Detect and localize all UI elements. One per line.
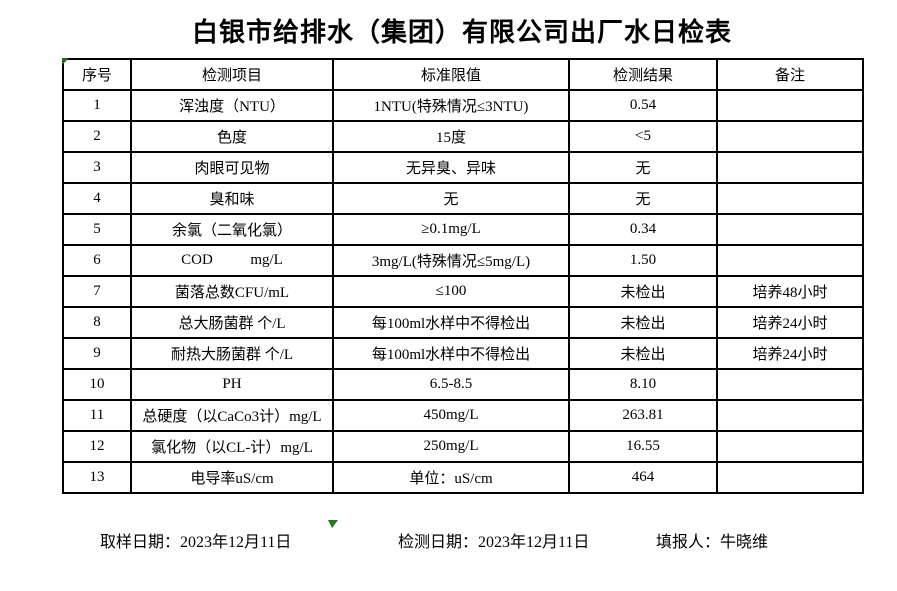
cell-limit: ≤100: [332, 275, 570, 308]
cell-remark: [716, 151, 864, 184]
reporter-label: 填报人：牛晓维: [656, 534, 769, 551]
cell-limit: 15度: [332, 120, 570, 153]
cell-limit: 每100ml水样中不得检出: [332, 337, 570, 370]
table-row: 1 浑浊度（NTU） 1NTU(特殊情况≤3NTU) 0.54: [62, 89, 864, 122]
cell-limit: 无: [332, 182, 570, 215]
table-row: 9 耐热大肠菌群 个/L 每100ml水样中不得检出 未检出 培养24小时: [62, 337, 864, 370]
cell-index: 7: [62, 275, 132, 308]
cell-remark: [716, 368, 864, 401]
cell-index: 2: [62, 120, 132, 153]
cell-limit: 250mg/L: [332, 430, 570, 463]
cell-remark: [716, 213, 864, 246]
cell-index: 10: [62, 368, 132, 401]
cell-remark: [716, 430, 864, 463]
cell-item: 耐热大肠菌群 个/L: [130, 337, 334, 370]
cell-index: 9: [62, 337, 132, 370]
cell-result: 8.10: [568, 368, 718, 401]
cell-item: COD mg/L: [130, 244, 334, 277]
cell-result: 无: [568, 182, 718, 215]
cell-limit: 6.5-8.5: [332, 368, 570, 401]
header-cell-limit: 标准限值: [332, 58, 570, 91]
cell-remark: [716, 244, 864, 277]
cell-remark: 培养48小时: [716, 275, 864, 308]
header-row: 序号 检测项目 标准限值 检测结果 备注: [62, 58, 864, 91]
cell-result: 464: [568, 461, 718, 494]
table-row: 5 余氯（二氧化氯） ≥0.1mg/L 0.34: [62, 213, 864, 246]
cell-index: 12: [62, 430, 132, 463]
table-row: 10 PH 6.5-8.5 8.10: [62, 368, 864, 401]
cell-index: 5: [62, 213, 132, 246]
cell-item: 臭和味: [130, 182, 334, 215]
cell-remark: [716, 182, 864, 215]
table-row: 6 COD mg/L 3mg/L(特殊情况≤5mg/L) 1.50: [62, 244, 864, 277]
cell-result: 263.81: [568, 399, 718, 432]
header-cell-remark: 备注: [716, 58, 864, 91]
report-table: 序号 检测项目 标准限值 检测结果 备注 1 浑浊度（NTU） 1NTU(特殊情…: [62, 58, 864, 494]
cell-limit: 无异臭、异味: [332, 151, 570, 184]
cell-item: 浑浊度（NTU）: [130, 89, 334, 122]
cell-item: 电导率uS/cm: [130, 461, 334, 494]
testing-date-label: 检测日期：2023年12月11日: [398, 534, 590, 551]
cell-item: 余氯（二氧化氯）: [130, 213, 334, 246]
cell-index: 8: [62, 306, 132, 339]
cell-remark: [716, 89, 864, 122]
cell-index: 4: [62, 182, 132, 215]
header-cell-index: 序号: [62, 58, 132, 91]
cell-limit: ≥0.1mg/L: [332, 213, 570, 246]
cell-limit: 单位：uS/cm: [332, 461, 570, 494]
cell-index: 3: [62, 151, 132, 184]
cell-item: PH: [130, 368, 334, 401]
cell-limit: 1NTU(特殊情况≤3NTU): [332, 89, 570, 122]
cell-result: 0.34: [568, 213, 718, 246]
sampling-date-label: 取样日期：2023年12月11日: [100, 534, 292, 551]
cell-result: 无: [568, 151, 718, 184]
cell-item: 色度: [130, 120, 334, 153]
cell-result: 0.54: [568, 89, 718, 122]
report-table-body: 1 浑浊度（NTU） 1NTU(特殊情况≤3NTU) 0.54 2 色度 15度…: [62, 89, 864, 494]
cell-limit: 450mg/L: [332, 399, 570, 432]
cell-remark: 培养24小时: [716, 306, 864, 339]
cell-index: 13: [62, 461, 132, 494]
cell-result: 未检出: [568, 337, 718, 370]
cell-index: 6: [62, 244, 132, 277]
cell-remark: [716, 461, 864, 494]
table-row: 4 臭和味 无 无: [62, 182, 864, 215]
cell-remark: [716, 120, 864, 153]
cell-result: <5: [568, 120, 718, 153]
header-cell-item: 检测项目: [130, 58, 334, 91]
cell-result: 16.55: [568, 430, 718, 463]
table-row: 3 肉眼可见物 无异臭、异味 无: [62, 151, 864, 184]
table-row: 7 菌落总数CFU/mL ≤100 未检出 培养48小时: [62, 275, 864, 308]
table-row: 13 电导率uS/cm 单位：uS/cm 464: [62, 461, 864, 494]
table-row: 8 总大肠菌群 个/L 每100ml水样中不得检出 未检出 培养24小时: [62, 306, 864, 339]
cell-limit: 每100ml水样中不得检出: [332, 306, 570, 339]
cell-item: 总硬度（以CaCo3计）mg/L: [130, 399, 334, 432]
excel-corner-triangle-icon: [62, 58, 69, 65]
table-row: 2 色度 15度 <5: [62, 120, 864, 153]
cell-item: 总大肠菌群 个/L: [130, 306, 334, 339]
cell-limit: 3mg/L(特殊情况≤5mg/L): [332, 244, 570, 277]
green-wedge-artifact-icon: [328, 520, 338, 528]
cell-remark: 培养24小时: [716, 337, 864, 370]
cell-result: 未检出: [568, 275, 718, 308]
cell-item: 肉眼可见物: [130, 151, 334, 184]
cell-index: 1: [62, 89, 132, 122]
header-cell-result: 检测结果: [568, 58, 718, 91]
table-row: 11 总硬度（以CaCo3计）mg/L 450mg/L 263.81: [62, 399, 864, 432]
cell-result: 未检出: [568, 306, 718, 339]
cell-remark: [716, 399, 864, 432]
cell-result: 1.50: [568, 244, 718, 277]
page-title: 白银市给排水（集团）有限公司出厂水日检表: [191, 18, 732, 47]
cell-index: 11: [62, 399, 132, 432]
cell-item: 菌落总数CFU/mL: [130, 275, 334, 308]
table-row: 12 氯化物（以CL-计）mg/L 250mg/L 16.55: [62, 430, 864, 463]
cell-item: 氯化物（以CL-计）mg/L: [130, 430, 334, 463]
